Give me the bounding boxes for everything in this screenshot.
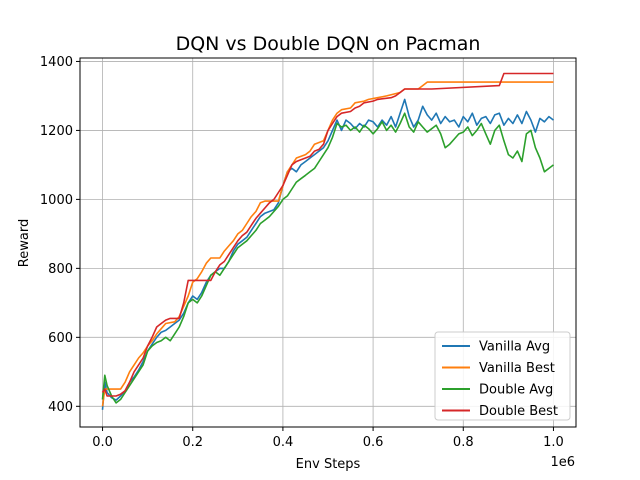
x-tick-label: 0.8 [453,435,474,450]
x-tick-label: 1.0 [543,435,564,450]
plot-frame [79,57,577,428]
y-axis-label: Reward [17,219,32,267]
y-tick-label: 400 [48,400,73,415]
axis-ticks: 0.0 0.2 0.4 0.6 0.8 1.0 400 600 800 1000 1200 1400 [40,55,564,450]
series-line-vanilla-avg [101,98,554,410]
x-tick-label: 0.2 [182,435,203,450]
x-tick-label: 0.6 [363,435,384,450]
y-tick-label: 800 [48,262,73,277]
series-lines [101,72,554,410]
legend-label-double-avg: Double Avg [479,383,553,398]
x-axis-offset-label: 1e6 [550,455,575,470]
legend-label-double-best: Double Best [479,404,558,419]
legend: Vanilla Avg Vanilla Best Double Avg Double … [434,331,571,421]
series-line-double-avg [101,112,554,404]
x-axis-label: Env Steps [296,457,361,472]
y-tick-label: 600 [48,331,73,346]
legend-box [434,331,571,421]
chart-title: DQN vs Double DQN on Pacman [176,33,481,55]
legend-label-vanilla-avg: Vanilla Avg [479,340,550,355]
legend-label-vanilla-best: Vanilla Best [479,361,555,376]
y-tick-label: 1000 [40,193,73,208]
y-tick-label: 1400 [40,55,73,70]
series-line-double-best [101,72,554,397]
y-tick-label: 1200 [40,124,73,139]
x-tick-label: 0.0 [92,435,113,450]
x-tick-label: 0.4 [273,435,294,450]
